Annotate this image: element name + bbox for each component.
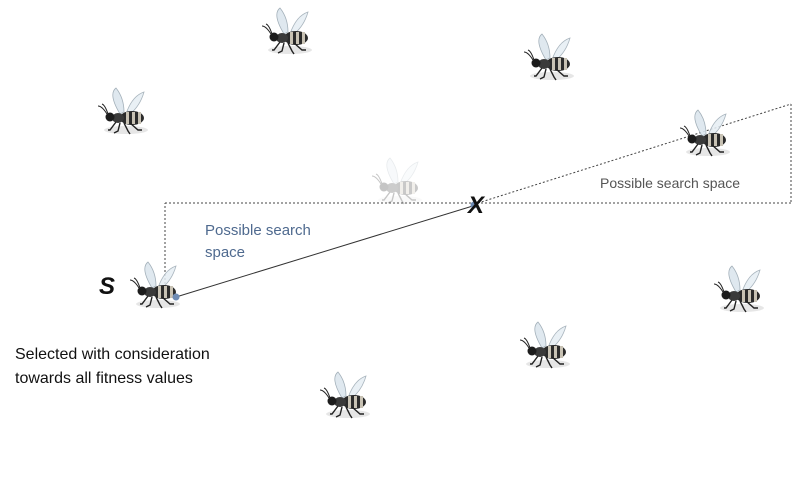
point-x-marker (470, 201, 478, 209)
bee-ghost-center (371, 157, 423, 205)
bee-top-center (261, 7, 313, 55)
bee-s (129, 261, 181, 309)
bee-bottom-left (319, 371, 371, 419)
s-to-x-line (175, 204, 477, 298)
point-x-label: X (468, 192, 485, 219)
point-s-label: S (99, 273, 116, 300)
selection-note: Selected with consideration towards all … (15, 346, 210, 387)
search-space-left-label: Possible search space (205, 222, 311, 261)
bee-right-lower (713, 265, 765, 313)
dashed-boundary-upper-diagonal (477, 103, 792, 204)
bee-top-right (523, 33, 575, 81)
point-s-marker (172, 293, 180, 301)
search-space-right-label: Possible search space (600, 175, 741, 191)
bee-bottom-center (519, 321, 571, 369)
bee-left (97, 87, 149, 135)
bee-far-right-upper (679, 109, 731, 157)
